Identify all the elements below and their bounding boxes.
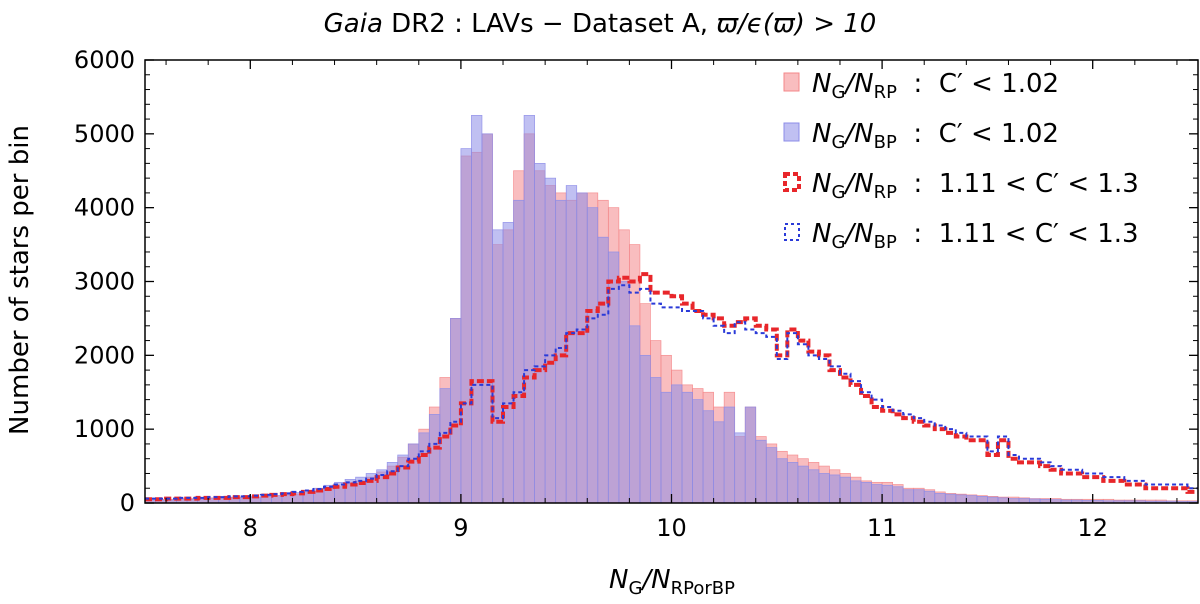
bar	[576, 192, 588, 504]
legend-label: NG/NBP : 1.11 < C′ < 1.3	[812, 219, 1139, 253]
legend-swatch	[783, 72, 800, 92]
bar	[871, 484, 883, 504]
bar	[492, 229, 504, 504]
legend-label: NG/NRP : C′ < 1.02	[812, 69, 1059, 103]
xlabel-n: N	[609, 565, 628, 595]
bar	[702, 410, 714, 504]
bar	[818, 473, 830, 504]
title-rest: DR2 : LAVs − Dataset A,	[383, 9, 716, 39]
bar	[944, 493, 957, 504]
x-tick-label: 9	[453, 514, 468, 542]
bar	[892, 486, 904, 504]
bar	[629, 325, 641, 504]
legend-swatch	[783, 122, 800, 142]
bar	[850, 480, 862, 504]
bar	[481, 133, 493, 504]
legend-label: NG/NRP : 1.11 < C′ < 1.3	[812, 169, 1139, 203]
series-3-step-line	[145, 284, 1198, 500]
bar	[881, 484, 893, 504]
bar	[681, 391, 693, 504]
legend-swatch	[784, 223, 800, 241]
x-tick-label: 8	[243, 514, 258, 542]
legend-label: NG/NBP : C′ < 1.02	[812, 119, 1059, 153]
legend-entry-3: NG/NBP : 1.11 < C′ < 1.3	[784, 219, 1139, 253]
bar	[671, 384, 683, 504]
bar	[786, 462, 799, 504]
x-axis-label: NG/NRPorBP	[609, 565, 735, 599]
x-tick-label: 11	[867, 514, 898, 542]
bar	[597, 236, 609, 504]
steps-layer	[145, 272, 1198, 502]
bar	[513, 199, 525, 504]
bar	[808, 469, 820, 504]
x-tick-label: 12	[1077, 514, 1108, 542]
bar	[902, 489, 915, 504]
bar	[997, 497, 1009, 504]
bar	[755, 439, 767, 504]
bar	[534, 163, 546, 504]
legend: NG/NRP : C′ < 1.02 NG/NBP : C′ < 1.02 NG/N…	[783, 69, 1139, 253]
bar	[723, 406, 736, 504]
legend-swatch	[783, 172, 801, 192]
axes-layer: 0 1000 2000 3000 4000 5000 6000 8 9 10 11 12	[74, 46, 1199, 542]
bar	[428, 414, 441, 504]
bar	[913, 489, 925, 504]
bar	[460, 148, 472, 504]
y-tick-label: 3000	[74, 268, 135, 296]
title-italic: Gaia	[324, 9, 383, 39]
bar	[987, 496, 999, 504]
bar	[744, 406, 757, 504]
x-tick-label: 10	[656, 514, 687, 542]
title-expr: ϖ/ϵ(ϖ) > 10	[716, 9, 876, 39]
bar	[829, 474, 841, 504]
legend-entry-1: NG/NBP : C′ < 1.02	[783, 119, 1059, 153]
bar	[418, 432, 430, 504]
bar	[965, 495, 978, 504]
bar	[955, 494, 967, 504]
bar	[544, 177, 557, 504]
bar	[439, 388, 451, 504]
y-tick-label: 6000	[74, 46, 135, 74]
chart-title: Gaia DR2 : LAVs − Dataset A, ϖ/ϵ(ϖ) > 10	[324, 9, 877, 39]
bar	[976, 496, 988, 504]
bar	[523, 115, 535, 504]
xlabel-slash: /N	[640, 565, 670, 595]
bar	[860, 481, 872, 504]
bar	[692, 399, 704, 504]
y-tick-label: 4000	[74, 194, 135, 222]
y-tick-label: 0	[120, 489, 135, 517]
bar	[471, 115, 483, 504]
bar	[776, 458, 788, 504]
legend-entry-0: NG/NRP : C′ < 1.02	[783, 69, 1059, 103]
bar	[934, 493, 946, 504]
bar	[639, 354, 651, 504]
bar	[502, 222, 514, 504]
bar	[839, 476, 851, 504]
y-tick-label: 5000	[74, 120, 135, 148]
y-axis-label: Number of stars per bin	[5, 125, 35, 435]
legend-entry-2: NG/NRP : 1.11 < C′ < 1.3	[783, 169, 1139, 203]
bar	[650, 377, 662, 504]
xlabel-sub1: G	[628, 578, 642, 599]
bar	[713, 421, 725, 504]
bar	[407, 443, 420, 504]
bar	[565, 185, 578, 504]
svg-text:Gaia DR2 : LAVs − Dataset A,: Gaia DR2 : LAVs − Dataset A, ϖ/ϵ(ϖ) > 10	[324, 9, 877, 39]
bar	[586, 207, 599, 504]
xlabel-sub2: RPorBP	[671, 578, 735, 599]
bar	[618, 281, 630, 504]
bar	[923, 490, 936, 504]
y-tick-label: 2000	[74, 341, 135, 369]
y-axis-label-text: Number of stars per bin	[5, 125, 35, 435]
bar	[797, 465, 809, 504]
y-tick-label: 1000	[74, 415, 135, 443]
svg-text:NG/NRPorBP: NG/NRPorBP	[609, 565, 735, 599]
bar	[660, 391, 672, 504]
bar	[765, 447, 778, 504]
bar	[734, 432, 746, 504]
series-2-step-line	[145, 272, 1198, 502]
